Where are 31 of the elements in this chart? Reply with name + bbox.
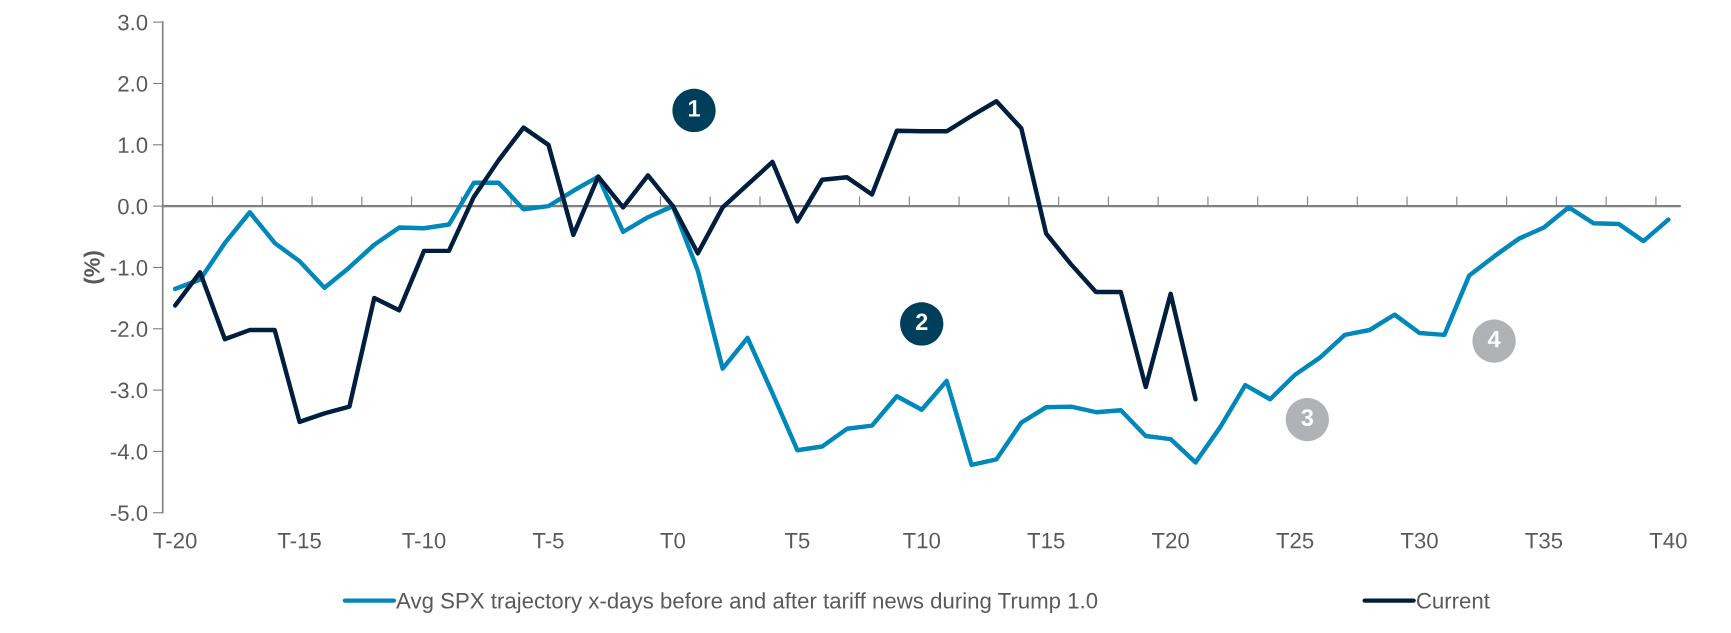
- x-tick-label: T-20: [153, 532, 197, 549]
- x-tick-label: T5: [784, 532, 810, 549]
- y-tick-label: 0.0: [118, 198, 148, 215]
- x-tick-label: T25: [1276, 532, 1314, 549]
- x-tick-label: T30: [1400, 532, 1438, 549]
- x-tick-label: T35: [1525, 532, 1563, 549]
- y-tick-label: 3.0: [118, 14, 148, 31]
- y-tick-label: -2.0: [110, 321, 148, 338]
- y-tick-label: 2.0: [118, 76, 148, 92]
- y-tick-label: -5.0: [110, 505, 148, 521]
- x-tick-label: T20: [1151, 532, 1189, 549]
- annotation: 3: [1301, 409, 1314, 426]
- x-tick-label: T-5: [532, 532, 564, 549]
- y-tick-label: -4.0: [110, 443, 148, 460]
- y-axis-title: (%): [83, 251, 105, 284]
- annotation: 4: [1487, 330, 1501, 348]
- x-tick-label: T0: [660, 532, 685, 549]
- annotation: 1: [688, 100, 700, 117]
- x-tick-label: T10: [903, 532, 941, 549]
- legend-label: Avg SPX trajectory x-days before and after tariff news during Trump 1.0: [396, 592, 1098, 613]
- y-tick-label: -3.0: [110, 382, 148, 399]
- line-series: [172, 99, 1198, 425]
- y-tick-label: -1.0: [110, 259, 148, 276]
- x-tick-label: T15: [1027, 532, 1065, 549]
- annotation: 2: [916, 313, 928, 330]
- x-tick-label: T-15: [277, 532, 321, 549]
- x-tick-label: T40: [1649, 532, 1687, 549]
- legend-label: Current: [1416, 592, 1490, 609]
- y-tick-label: 1.0: [118, 137, 148, 154]
- line-series: [172, 174, 1671, 468]
- x-tick-label: T-10: [402, 532, 446, 549]
